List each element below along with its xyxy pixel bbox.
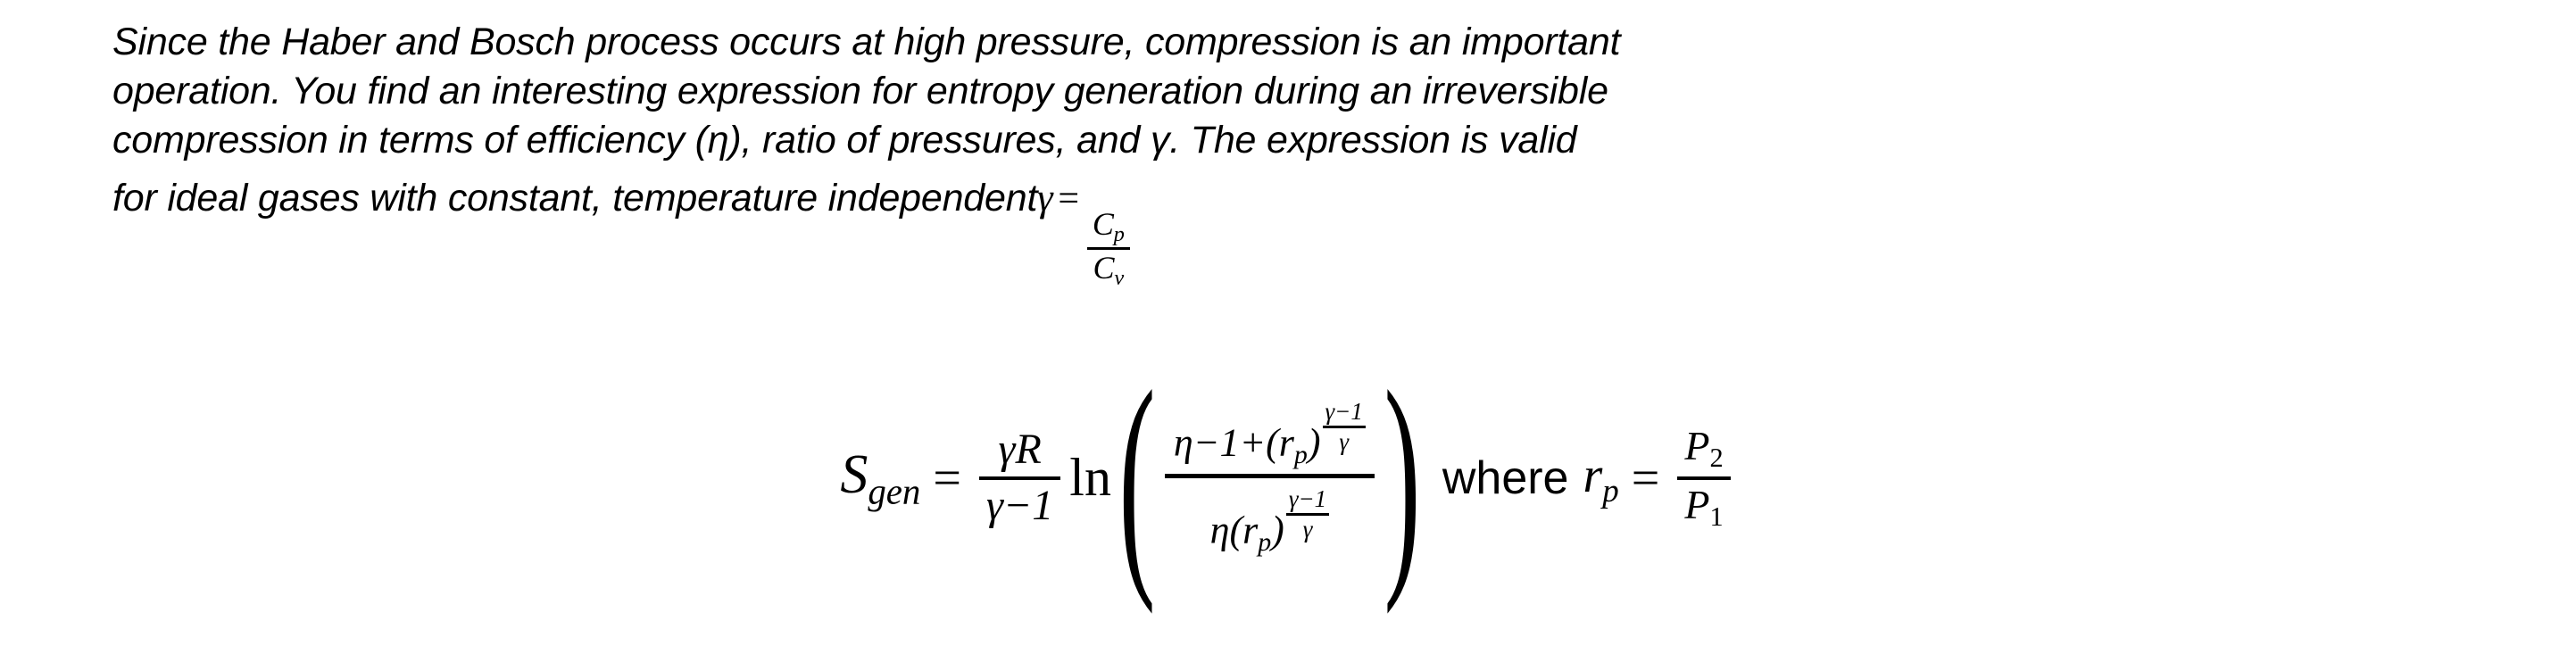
cp-numerator: Cp bbox=[1092, 205, 1125, 246]
gamma-definition-fraction: Cp Cv bbox=[1086, 205, 1130, 291]
statement-line-2: operation. You find an interesting expre… bbox=[112, 70, 1608, 112]
pressure-denominator: P1 bbox=[1684, 481, 1724, 532]
pressure-denominator-subscript: 1 bbox=[1709, 501, 1724, 532]
prefactor-denominator: γ−1 bbox=[985, 481, 1054, 529]
cv-subscript: v bbox=[1114, 266, 1125, 291]
main-equation-display: Sgen = γR γ−1 ln ( η−1+(rp) γ−1 γ η(rp) bbox=[0, 354, 2576, 602]
fraction-bar-main bbox=[1164, 474, 1375, 479]
fraction-bar bbox=[1086, 247, 1130, 251]
pressure-ratio-fraction: P2 P1 bbox=[1677, 422, 1731, 532]
fraction-bar bbox=[1677, 476, 1731, 480]
equals-symbol-rp: = bbox=[1631, 450, 1660, 506]
equals-symbol-main: = bbox=[933, 450, 961, 506]
equals-symbol-inline: = bbox=[1058, 178, 1079, 219]
fraction-bar bbox=[978, 476, 1061, 480]
log-argument-numerator: η−1+(rp) γ−1 γ bbox=[1165, 400, 1375, 468]
pressure-ratio-symbol: rp bbox=[1583, 447, 1619, 509]
log-argument-fraction: η−1+(rp) γ−1 γ η(rp) γ−1 γ bbox=[1164, 400, 1375, 557]
where-label: where bbox=[1442, 451, 1569, 504]
problem-statement-paragraph: Since the Haber and Bosch process occurs… bbox=[112, 18, 2469, 289]
rp-subscript-num: p bbox=[1293, 439, 1308, 469]
cv-denominator: Cv bbox=[1093, 250, 1125, 291]
prefactor-numerator: γR bbox=[998, 426, 1042, 474]
exponent-denominator: γ bbox=[1339, 428, 1350, 455]
entropy-generation-subscript: gen bbox=[868, 471, 921, 512]
pressure-numerator-subscript: 2 bbox=[1709, 442, 1724, 473]
fraction-bar bbox=[1285, 513, 1330, 517]
rp-subscript-den: p bbox=[1258, 527, 1272, 558]
entropy-generation-symbol: Sgen bbox=[840, 444, 921, 512]
exponent-denominator: γ bbox=[1302, 516, 1313, 543]
statement-line-1: Since the Haber and Bosch process occurs… bbox=[112, 21, 1621, 63]
left-parenthesis: ( bbox=[1118, 341, 1156, 616]
natural-log-operator: ln bbox=[1069, 448, 1111, 508]
equation-row: Sgen = γR γ−1 ln ( η−1+(rp) γ−1 γ η(rp) bbox=[840, 354, 1735, 602]
right-parenthesis: ) bbox=[1384, 341, 1421, 616]
prefactor-fraction: γR γ−1 bbox=[978, 426, 1061, 529]
pressure-ratio-subscript: p bbox=[1602, 471, 1619, 509]
statement-line-3: compression in terms of efficiency (η), … bbox=[112, 119, 1577, 162]
statement-line-4-text: for ideal gases with constant, temperatu… bbox=[112, 177, 1038, 219]
gamma-symbol-inline: γ bbox=[1037, 176, 1053, 219]
pressure-numerator: P2 bbox=[1684, 422, 1724, 473]
fraction-bar bbox=[1322, 426, 1366, 428]
statement-line-4: for ideal gases with constant, temperatu… bbox=[112, 172, 2469, 289]
exponent-numerator: γ−1 bbox=[1325, 398, 1363, 425]
exponent-fraction-numerator: γ−1 γ bbox=[1322, 398, 1366, 455]
log-argument-denominator: η(rp) γ−1 γ bbox=[1201, 484, 1339, 556]
exponent-numerator: γ−1 bbox=[1288, 485, 1327, 513]
cp-subscript: p bbox=[1113, 221, 1125, 246]
exponent-fraction-denominator: γ−1 γ bbox=[1285, 485, 1330, 543]
